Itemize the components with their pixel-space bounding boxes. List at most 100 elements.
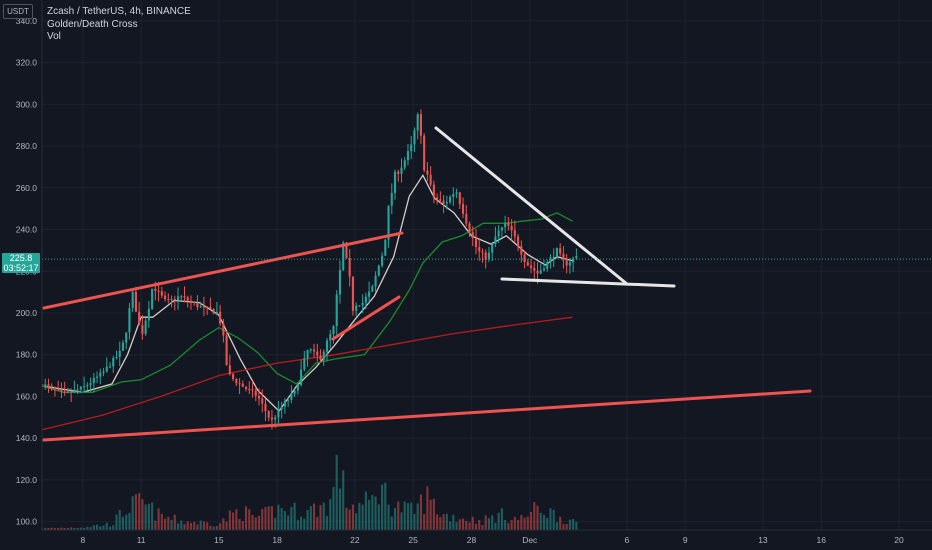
red-trendline-upper[interactable]: [42, 231, 404, 310]
volume-bar: [96, 524, 99, 530]
volume-bar: [60, 527, 63, 530]
candle-body: [390, 192, 393, 206]
volume-bar: [251, 514, 254, 530]
volume-bar: [559, 516, 562, 530]
candle-body: [261, 398, 264, 404]
candle-body: [406, 151, 410, 161]
volume-bar: [138, 493, 141, 530]
volume-bar: [406, 503, 410, 530]
candle-body: [222, 323, 225, 336]
candle-body: [219, 311, 222, 324]
candle-body: [468, 223, 471, 233]
candle-body: [500, 227, 503, 231]
volume-bar: [173, 514, 176, 530]
candle-body: [361, 302, 364, 306]
currency-unit-button[interactable]: USDT: [3, 4, 33, 19]
volume-bar: [529, 511, 533, 530]
volume-bar: [449, 521, 452, 530]
volume-bar: [413, 513, 416, 530]
candle-body: [377, 265, 380, 276]
candle-body: [202, 306, 205, 308]
candle-body: [312, 349, 316, 352]
y-tick-label: 340.0: [16, 16, 38, 26]
volume-bar: [442, 514, 445, 530]
volume-bar: [403, 501, 406, 530]
y-tick-label: 280.0: [16, 141, 38, 151]
candle-body: [212, 309, 215, 314]
red-trendline-short[interactable]: [331, 295, 401, 341]
trendline-drawings[interactable]: [42, 126, 812, 442]
volume-bar: [390, 516, 393, 530]
volume-bar: [270, 506, 274, 530]
candle-body: [416, 114, 419, 131]
symbol-title[interactable]: Zcash / TetherUS, 4h, BINANCE: [47, 6, 191, 17]
candle-body: [83, 386, 86, 388]
indicator-golden-death-cross[interactable]: Golden/Death Cross: [47, 18, 138, 30]
volume-bar: [368, 499, 371, 530]
candle-body: [432, 184, 435, 198]
volume-bar: [264, 506, 267, 530]
last-price-label: 225.8 03:52:17: [2, 253, 40, 274]
candle-body: [520, 246, 523, 255]
volume-bar: [312, 503, 316, 530]
candle-body: [99, 372, 102, 377]
candle-body: [510, 225, 513, 231]
candle-body: [296, 384, 299, 391]
volume-bar: [568, 519, 571, 530]
candle-body: [257, 395, 261, 399]
candle-body: [523, 254, 526, 262]
candle-body: [384, 239, 387, 256]
volume-bar: [371, 495, 374, 530]
candle-body: [403, 160, 406, 168]
candle-body: [92, 377, 95, 384]
candle-body: [461, 204, 465, 214]
volume-bar: [108, 526, 112, 530]
volume-bar: [510, 519, 513, 530]
candle-body: [348, 258, 351, 277]
red-trendline-lower[interactable]: [42, 389, 812, 442]
candle-body: [267, 411, 270, 418]
candle-body: [536, 270, 539, 274]
candle-body: [335, 294, 338, 327]
volume-bar: [118, 509, 121, 530]
candle-body: [387, 205, 390, 240]
white-trendline-support[interactable]: [500, 277, 676, 288]
candle-body: [458, 192, 461, 205]
x-tick-label: 9: [683, 535, 688, 545]
candle-body: [351, 276, 354, 311]
candle-body: [164, 295, 167, 300]
candle-body: [115, 356, 118, 359]
indicator-volume[interactable]: Vol: [47, 31, 61, 42]
candle-body: [393, 171, 397, 193]
volume-bar: [429, 499, 432, 530]
volume-bar: [89, 527, 92, 530]
volume-bar: [552, 509, 555, 530]
volume-bar: [225, 521, 228, 530]
y-axis-panel: [0, 0, 42, 550]
volume-bar: [562, 524, 565, 530]
candle-body: [542, 268, 546, 271]
x-tick-label: Dec: [522, 535, 538, 545]
candle-body: [118, 350, 121, 357]
candle-body: [96, 376, 99, 378]
candle-body: [225, 335, 228, 366]
volume-bar: [83, 527, 86, 530]
candle-body: [345, 242, 348, 259]
candle-body: [66, 391, 69, 393]
volume-bar: [316, 516, 319, 530]
candle-body: [316, 351, 319, 356]
candle-body: [274, 417, 277, 420]
candle-body: [465, 213, 468, 224]
volume-bar: [303, 518, 306, 530]
volume-bar: [384, 482, 387, 530]
candle-body: [494, 236, 497, 244]
candle-body: [89, 383, 92, 386]
white-trendline-descending[interactable]: [434, 126, 629, 286]
volume-bar: [452, 514, 455, 530]
candle-body: [134, 291, 137, 312]
candle-body: [364, 296, 367, 303]
volume-bar: [465, 520, 468, 530]
candle-body: [419, 114, 422, 136]
candle-body: [452, 193, 455, 197]
